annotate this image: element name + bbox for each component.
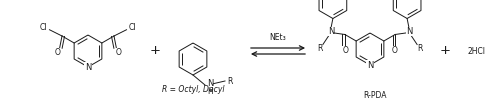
Text: O: O (115, 48, 121, 57)
Text: Cl: Cl (40, 23, 47, 32)
Text: O: O (391, 46, 397, 55)
Text: +: + (439, 45, 451, 58)
Text: N: N (367, 61, 373, 69)
Text: O: O (343, 46, 349, 55)
Text: N: N (207, 79, 213, 89)
Text: 2HCl: 2HCl (468, 46, 486, 56)
Text: +: + (149, 45, 161, 58)
Text: H: H (207, 87, 213, 95)
Text: N: N (85, 63, 91, 72)
Text: Cl: Cl (129, 23, 136, 32)
Text: O: O (55, 48, 61, 57)
Text: R: R (317, 44, 322, 53)
Text: R-PDA: R-PDA (363, 92, 387, 100)
Text: R = Octyl, Decyl: R = Octyl, Decyl (162, 84, 224, 93)
Text: R: R (418, 44, 423, 53)
Text: N: N (328, 27, 334, 36)
Text: NEt₃: NEt₃ (270, 32, 286, 41)
Text: N: N (406, 27, 412, 36)
Text: R: R (227, 77, 232, 85)
